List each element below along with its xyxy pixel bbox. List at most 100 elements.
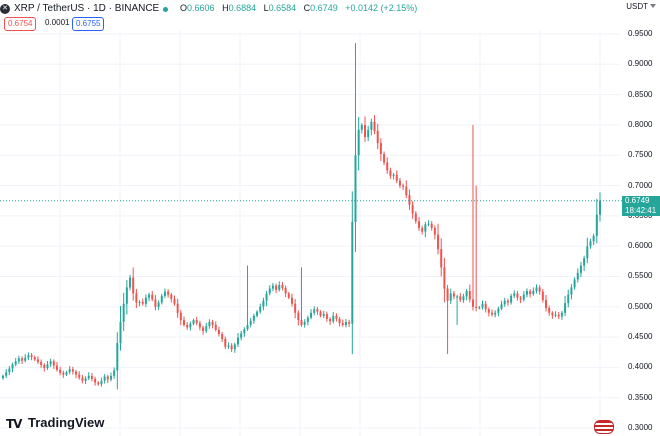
candle-body [535,287,538,292]
tradingview-mark-icon: TV [6,417,23,431]
candle-body [322,314,325,316]
y-tick-label: 0.3000 [628,423,653,432]
candle-body [564,303,567,313]
candle-body [583,258,586,266]
us-flag-icon[interactable] [594,420,614,434]
candle-body [183,320,186,325]
symbol-title[interactable]: XRP / TetherUS · 1D · BINANCE [14,3,160,14]
candle-body [481,303,484,308]
candle-body [335,315,338,319]
candle-body [303,321,306,325]
candle-body [205,326,208,332]
y-tick-label: 0.5500 [628,271,653,281]
candle-body [106,376,109,380]
candle-body [198,323,201,328]
candle-body [354,155,357,222]
candle-body [541,291,544,301]
candle-body [81,377,84,381]
candle-body [548,307,551,313]
candle-body [440,249,443,268]
candle-body [167,291,170,295]
candle-body [17,358,20,362]
buy-button[interactable]: 0.6755 [72,17,105,31]
candle-body [430,223,433,228]
high-label: H [222,3,229,13]
candle-body [78,374,81,378]
candle-body [300,320,303,325]
candle-body [491,312,494,315]
y-tick-label: 0.8500 [628,89,653,99]
candle-body [275,285,278,290]
candle-body [109,375,112,380]
candle-body [370,121,373,130]
high-value: 0.6884 [228,3,257,13]
candle-body [43,364,46,368]
candle-body [459,296,462,301]
last-price-value: 0.6749 [625,196,650,205]
candle-body [389,170,392,176]
candle-body [338,318,341,324]
candle-body [373,121,376,131]
candle-body [208,321,211,327]
candle-body [287,293,290,298]
candle-body [408,195,411,205]
candle-body [68,369,71,373]
candle-body [125,287,128,304]
low-label: L [263,3,269,13]
candle-body [119,321,122,344]
candle-body [471,299,474,307]
y-tick-label: 0.7000 [628,180,653,190]
candle-body [189,323,192,328]
candle-body [252,315,255,321]
candle-body [367,129,370,138]
candle-body [554,314,557,316]
tradingview-wordmark: TradingView [28,415,105,430]
candle-body [214,324,217,330]
candle-body [62,372,65,375]
candle-body [351,221,354,324]
candle-body [217,329,220,335]
candle-body [141,301,144,304]
y-tick-label: 0.3500 [628,392,653,402]
y-tick-label: 0.7500 [628,150,653,160]
candle-body [284,287,287,294]
candle-body [325,314,328,319]
candle-body [465,291,468,297]
candle-body [462,296,465,301]
candle-body [599,200,601,215]
candle-body [529,291,532,295]
sell-button[interactable]: 0.6754 [4,17,37,31]
open-value: 0.6606 [187,3,215,13]
candle-body [316,309,319,312]
candle-body [33,357,36,360]
candle-body [148,294,151,298]
candle-body [579,265,582,273]
candle-body [90,375,93,379]
close-label: C [303,3,311,13]
candle-body [240,333,243,338]
close-value: 0.6749 [310,3,338,13]
candle-body [100,380,103,385]
candle-body [379,143,382,155]
candle-body [427,223,430,225]
candle-body [49,361,52,365]
candle-body [290,297,293,304]
spread-value: 0.0001 [45,18,70,27]
candle-body [522,294,525,300]
candle-body [71,369,74,372]
candle-body [456,296,459,298]
candle-body [398,180,401,186]
candle-body [186,324,189,328]
candle-body [103,376,106,381]
candle-body [170,294,173,299]
market-open-dot-icon [163,7,168,12]
candle-body [94,378,97,383]
candle-body [421,227,424,232]
candle-body [265,293,268,301]
candle-body [570,287,573,295]
chevron-down-icon[interactable] [650,4,656,8]
candle-body [195,320,198,324]
candle-body [386,162,389,171]
currency-selector[interactable]: USDT [626,2,648,11]
